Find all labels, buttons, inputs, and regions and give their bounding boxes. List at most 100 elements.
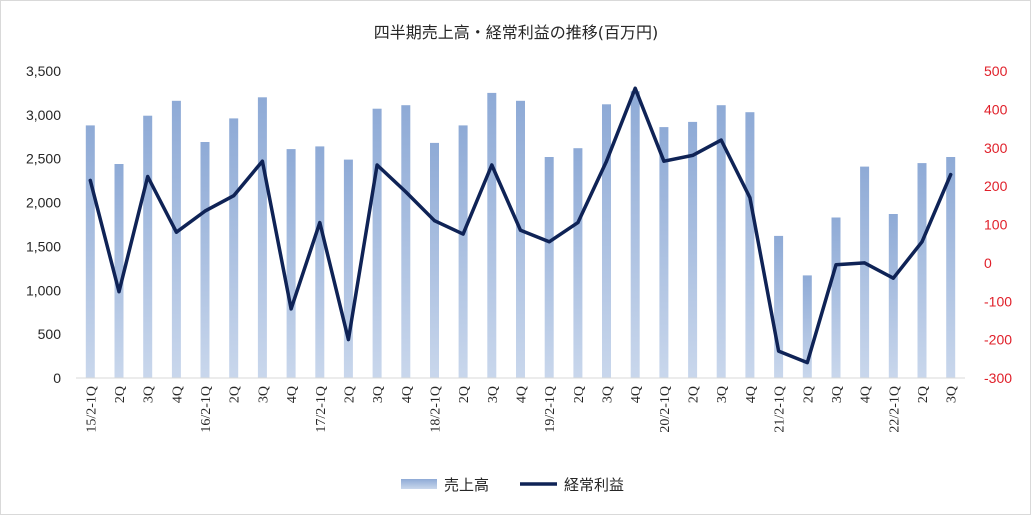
profit-point bbox=[920, 240, 924, 244]
profit-point bbox=[433, 219, 436, 223]
profit-point bbox=[949, 173, 953, 177]
x-tick-label: 2Q bbox=[572, 386, 587, 403]
profit-point bbox=[633, 86, 637, 90]
sales-bar bbox=[602, 104, 611, 379]
sales-bar bbox=[630, 91, 640, 378]
sales-bar bbox=[458, 125, 468, 379]
x-tick-label: 2Q bbox=[801, 386, 816, 403]
profit-point bbox=[404, 190, 408, 194]
sales-bar bbox=[114, 164, 124, 378]
right-tick-label: -200 bbox=[984, 332, 1012, 348]
x-axis-ticks: 15/2-1Q 2Q 3Q 4Q 16/2-1Q 2Q 3Q 4Q 17/2-1Q 2Q 3Q 4Q 1… bbox=[84, 386, 959, 433]
profit-point bbox=[88, 178, 92, 182]
left-tick-label: 3,500 bbox=[26, 63, 61, 79]
left-tick-label: 2,500 bbox=[26, 151, 61, 167]
profit-point bbox=[662, 159, 666, 163]
sales-bar bbox=[659, 127, 669, 378]
right-tick-label: 300 bbox=[984, 140, 1008, 156]
sales-bar bbox=[343, 159, 353, 378]
sales-bar bbox=[315, 146, 325, 378]
sales-bar bbox=[774, 235, 784, 378]
x-tick-label: 4Q bbox=[629, 386, 644, 403]
legend-swatch-sales bbox=[401, 479, 437, 489]
profit-point bbox=[461, 232, 465, 236]
right-tick-label: 400 bbox=[984, 101, 1008, 117]
sales-bar bbox=[716, 105, 726, 378]
x-tick-label: 3Q bbox=[945, 386, 960, 403]
profit-point bbox=[805, 361, 809, 365]
x-tick-label: 2Q bbox=[916, 386, 931, 403]
x-tick-label: 3Q bbox=[715, 386, 730, 403]
x-tick-label: 4Q bbox=[170, 386, 185, 403]
x-tick-label: 20/2-1Q bbox=[658, 386, 673, 433]
x-tick-label: 3Q bbox=[601, 386, 616, 403]
x-tick-label: 2Q bbox=[228, 386, 243, 403]
profit-point bbox=[232, 194, 236, 198]
sales-bar bbox=[286, 149, 296, 378]
profit-point bbox=[863, 261, 867, 265]
sales-bar bbox=[85, 125, 95, 379]
profit-point bbox=[289, 307, 293, 311]
profit-point bbox=[174, 230, 178, 234]
x-tick-label: 17/2-1Q bbox=[314, 386, 329, 433]
x-tick-label: 2Q bbox=[113, 386, 128, 403]
sales-bars bbox=[85, 91, 956, 379]
sales-bar bbox=[229, 118, 239, 379]
x-tick-label: 3Q bbox=[142, 386, 157, 403]
profit-point bbox=[519, 228, 522, 232]
profit-point bbox=[547, 240, 551, 244]
x-tick-label: 4Q bbox=[400, 386, 415, 403]
right-tick-label: -100 bbox=[984, 293, 1012, 309]
x-tick-label: 3Q bbox=[486, 386, 501, 403]
profit-point bbox=[691, 153, 695, 157]
legend-label-profit: 経常利益 bbox=[564, 476, 624, 494]
profit-point bbox=[346, 338, 350, 342]
x-tick-label: 3Q bbox=[371, 386, 386, 403]
x-tick-label: 22/2-1Q bbox=[887, 386, 902, 433]
profit-line-layer bbox=[88, 86, 953, 365]
legend-label-sales: 売上高 bbox=[444, 476, 489, 494]
x-tick-label: 15/2-1Q bbox=[84, 386, 99, 433]
sales-bar bbox=[917, 163, 927, 378]
sales-bar bbox=[946, 157, 956, 378]
right-tick-label: -300 bbox=[984, 370, 1012, 386]
x-tick-label: 4Q bbox=[515, 386, 530, 403]
right-tick-label: 100 bbox=[984, 217, 1008, 233]
sales-bar bbox=[573, 148, 583, 378]
sales-bar bbox=[171, 100, 181, 379]
sales-bar bbox=[831, 217, 841, 378]
profit-point bbox=[117, 290, 121, 294]
right-tick-label: 0 bbox=[984, 255, 992, 271]
right-tick-label: 500 bbox=[984, 63, 1008, 79]
sales-bar bbox=[401, 105, 411, 378]
sales-bar bbox=[802, 275, 812, 378]
sales-bar bbox=[888, 214, 898, 378]
sales-bar bbox=[688, 121, 698, 379]
x-tick-label: 21/2-1Q bbox=[773, 386, 788, 433]
profit-point bbox=[605, 159, 608, 163]
profit-point bbox=[260, 159, 264, 163]
sales-bar bbox=[372, 108, 382, 378]
x-tick-label: 18/2-1Q bbox=[429, 386, 444, 433]
sales-bar bbox=[257, 97, 267, 379]
left-tick-label: 1,500 bbox=[26, 238, 61, 254]
left-tick-label: 1,000 bbox=[26, 282, 61, 298]
right-tick-label: 200 bbox=[984, 178, 1008, 194]
profit-point bbox=[203, 209, 207, 213]
x-tick-label: 2Q bbox=[342, 386, 357, 403]
profit-point bbox=[318, 221, 322, 225]
x-tick-label: 4Q bbox=[859, 386, 874, 403]
x-tick-label: 4Q bbox=[285, 386, 300, 403]
sales-bar bbox=[544, 157, 554, 378]
sales-bar bbox=[516, 100, 525, 379]
sales-bar bbox=[200, 142, 210, 378]
profit-point bbox=[146, 175, 150, 178]
legend: 売上高 経常利益 bbox=[401, 476, 624, 494]
x-tick-label: 19/2-1Q bbox=[543, 386, 558, 433]
left-tick-label: 0 bbox=[53, 370, 61, 386]
profit-point bbox=[777, 349, 781, 353]
profit-point bbox=[834, 263, 838, 267]
sales-bar bbox=[430, 142, 439, 378]
